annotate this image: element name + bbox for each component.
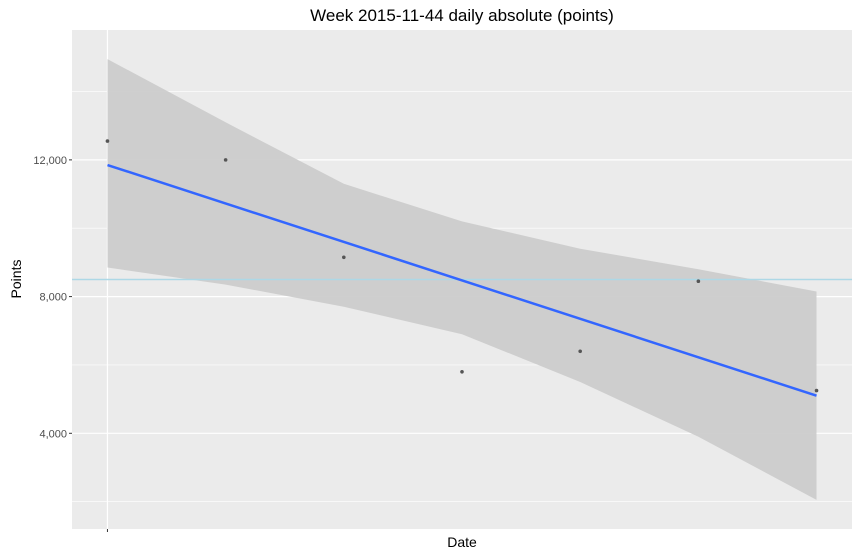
x-axis-title: Date bbox=[447, 534, 477, 550]
trend-line bbox=[107, 163, 817, 397]
data-point bbox=[342, 255, 346, 260]
data-point bbox=[105, 139, 110, 143]
trend-line-layer bbox=[107, 163, 817, 397]
data-point bbox=[696, 279, 701, 284]
data-point bbox=[223, 158, 228, 162]
y-tick-label: 4,000 bbox=[39, 428, 67, 440]
y-tick-label: 12,000 bbox=[33, 155, 67, 167]
data-point bbox=[578, 349, 582, 354]
y-axis-title: Points bbox=[8, 260, 24, 299]
data-point bbox=[814, 388, 819, 393]
y-axis: 4,000 8,000 12,000 bbox=[33, 155, 108, 532]
y-tick-label: 8,000 bbox=[39, 292, 67, 304]
chart-title: Week 2015-11-44 daily absolute (points) bbox=[310, 6, 614, 25]
data-point bbox=[460, 369, 464, 374]
points-layer bbox=[105, 139, 819, 393]
